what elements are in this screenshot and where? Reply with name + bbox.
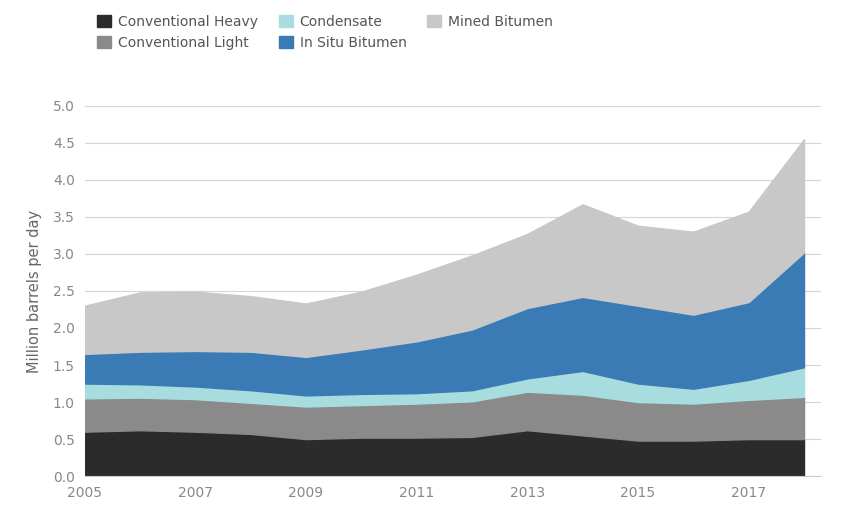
Y-axis label: Million barrels per day: Million barrels per day (27, 209, 41, 372)
Legend: Conventional Heavy, Conventional Light, Condensate, In Situ Bitumen, Mined Bitum: Conventional Heavy, Conventional Light, … (91, 9, 558, 55)
